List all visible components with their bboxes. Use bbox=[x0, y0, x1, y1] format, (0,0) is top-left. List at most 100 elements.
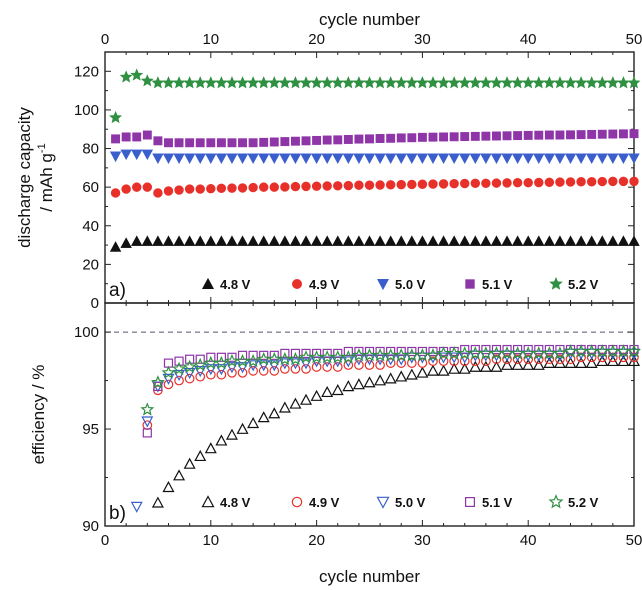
data-point bbox=[597, 176, 607, 187]
data-point bbox=[130, 68, 144, 81]
data-point bbox=[354, 180, 364, 190]
data-point bbox=[565, 177, 576, 187]
data-point bbox=[438, 356, 449, 367]
data-point bbox=[310, 76, 324, 89]
legend-label: 4.9 V bbox=[309, 495, 340, 510]
data-point bbox=[437, 235, 450, 246]
data-point bbox=[491, 178, 502, 188]
data-point bbox=[183, 367, 196, 380]
data-point bbox=[300, 393, 313, 405]
series-5-1-V bbox=[111, 129, 639, 148]
data-point bbox=[353, 153, 365, 165]
data-point bbox=[426, 76, 440, 89]
y-tick-label: 40 bbox=[82, 218, 99, 235]
data-point bbox=[607, 235, 619, 246]
data-point bbox=[533, 235, 545, 246]
data-point bbox=[280, 182, 290, 192]
data-point bbox=[490, 235, 503, 246]
legend-entry: 4.8 V bbox=[201, 277, 251, 292]
data-point bbox=[312, 135, 322, 145]
data-point bbox=[416, 153, 429, 165]
data-point bbox=[163, 186, 174, 196]
legend-marker bbox=[465, 497, 476, 508]
data-point bbox=[216, 352, 226, 362]
legend-marker bbox=[376, 496, 390, 509]
data-point bbox=[162, 153, 175, 165]
data-point bbox=[162, 373, 175, 385]
data-point bbox=[522, 153, 534, 165]
data-point bbox=[555, 130, 565, 140]
y-tick-label: 120 bbox=[74, 63, 99, 80]
data-point bbox=[523, 344, 533, 355]
data-point bbox=[587, 129, 597, 139]
data-point bbox=[596, 153, 608, 165]
data-point bbox=[363, 76, 376, 89]
legend-label: 4.8 V bbox=[220, 277, 251, 292]
data-point bbox=[500, 76, 514, 89]
data-point bbox=[227, 183, 237, 193]
plot-frame bbox=[104, 51, 635, 304]
data-point bbox=[459, 178, 470, 189]
data-point bbox=[109, 151, 122, 163]
panel-b-efficiency: 90 95 100 0 10 20 30 40 50 cycle number efficiency… bbox=[29, 302, 642, 586]
data-point bbox=[288, 351, 303, 366]
data-point bbox=[216, 369, 227, 380]
data-point bbox=[585, 153, 598, 165]
data-point bbox=[480, 153, 492, 165]
data-point bbox=[225, 362, 238, 374]
data-point bbox=[333, 348, 343, 359]
legend-marker bbox=[465, 279, 475, 289]
data-point bbox=[268, 153, 280, 165]
data-point bbox=[132, 132, 142, 142]
data-point bbox=[415, 76, 429, 89]
data-point bbox=[332, 153, 344, 165]
data-point bbox=[206, 352, 216, 362]
data-point bbox=[554, 235, 566, 246]
data-point bbox=[227, 367, 237, 378]
data-point bbox=[470, 131, 480, 141]
legend-label: 4.8 V bbox=[220, 495, 251, 510]
data-point bbox=[564, 153, 577, 165]
data-point bbox=[216, 183, 227, 194]
data-point bbox=[501, 358, 514, 370]
data-point bbox=[301, 181, 311, 192]
y-tick-label: 100 bbox=[74, 324, 99, 341]
data-point bbox=[258, 366, 269, 376]
data-point bbox=[172, 76, 186, 89]
data-point bbox=[142, 130, 152, 140]
data-point bbox=[246, 76, 260, 89]
data-point bbox=[215, 235, 228, 246]
data-point bbox=[460, 344, 470, 355]
data-point bbox=[458, 76, 472, 89]
x-tick-label: 40 bbox=[520, 532, 537, 549]
x-tick-label-top: 20 bbox=[308, 31, 325, 48]
data-point bbox=[119, 70, 133, 83]
data-point bbox=[617, 153, 630, 165]
data-point bbox=[502, 344, 512, 355]
data-point bbox=[310, 153, 323, 165]
data-point bbox=[204, 442, 217, 454]
data-point bbox=[343, 180, 354, 191]
data-point bbox=[289, 235, 302, 246]
data-point bbox=[162, 235, 175, 246]
data-point bbox=[269, 137, 279, 147]
x-tick-label-top: 40 bbox=[520, 31, 537, 48]
data-point bbox=[236, 362, 249, 374]
data-point bbox=[182, 359, 197, 373]
data-point bbox=[532, 76, 546, 89]
x-tick-label: 30 bbox=[414, 532, 431, 549]
data-point bbox=[595, 76, 609, 89]
data-point bbox=[386, 346, 396, 357]
data-point bbox=[204, 364, 217, 376]
data-point bbox=[534, 344, 544, 355]
series-5-0-V bbox=[109, 149, 640, 165]
data-point bbox=[437, 153, 450, 165]
data-point bbox=[447, 76, 461, 89]
data-point bbox=[141, 416, 154, 428]
data-point bbox=[257, 76, 271, 89]
data-point bbox=[417, 358, 428, 368]
data-point bbox=[194, 449, 207, 462]
data-point bbox=[364, 360, 375, 370]
data-point bbox=[269, 350, 279, 360]
data-point bbox=[384, 153, 397, 165]
